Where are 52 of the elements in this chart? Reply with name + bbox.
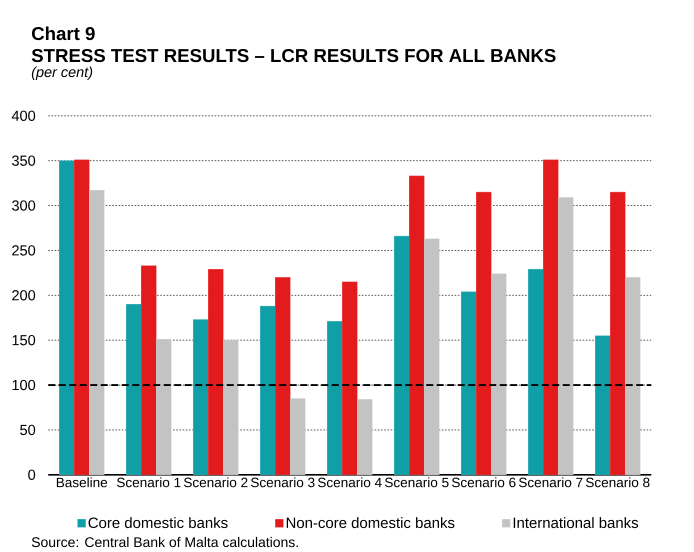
bar (275, 277, 290, 475)
bar (260, 306, 276, 475)
bar (625, 277, 640, 475)
bar (528, 269, 544, 475)
bar (59, 160, 74, 475)
bar (223, 340, 238, 475)
y-tick-label: 300 (12, 200, 36, 211)
legend-label: Non-core domestic banks (286, 517, 454, 528)
bar (558, 197, 574, 475)
bar (394, 236, 410, 475)
x-tick-label: Scenario 3 (250, 477, 315, 488)
x-tick-label: Scenario 1 (116, 477, 180, 488)
x-tick-label: Scenario 2 (184, 477, 248, 488)
x-tick-label: Scenario 4 (318, 477, 382, 488)
y-tick-label: 350 (12, 156, 36, 166)
y-tick-label: 250 (12, 245, 36, 256)
bar (126, 304, 142, 475)
bar (491, 274, 506, 475)
x-tick-label: Scenario 6 (452, 477, 516, 488)
x-tick-label: Baseline (56, 477, 108, 488)
y-tick-label: 400 (12, 110, 36, 121)
source-note: Source: Central Bank of Malta calculations. (32, 536, 298, 548)
y-tick-label: 100 (12, 380, 36, 390)
x-tick-label: Scenario 7 (518, 477, 582, 488)
bar (424, 238, 440, 475)
y-tick-label: 200 (12, 290, 36, 300)
chart-subtitle: STRESS TEST RESULTS – LCR RESULTS FOR ALL BANKS (32, 48, 556, 62)
bar (327, 321, 342, 475)
bar (595, 335, 610, 475)
bar (141, 265, 156, 475)
bar (476, 192, 492, 475)
bar (208, 269, 224, 475)
y-axis-title: (per cent) (32, 66, 92, 80)
y-tick-label: 150 (12, 335, 36, 346)
bar (89, 190, 104, 475)
x-tick-label: Scenario 8 (586, 477, 650, 488)
y-tick-label: 50 (20, 424, 36, 436)
chart-title: Chart 9 (32, 26, 95, 40)
legend-label: International banks (514, 517, 638, 528)
bar (193, 319, 208, 475)
y-tick-label: 0 (28, 470, 36, 480)
legend-label: Core domestic banks (88, 517, 228, 528)
x-tick-label: Scenario 5 (384, 477, 449, 488)
bar (461, 292, 476, 475)
bar (357, 399, 372, 475)
bar (610, 192, 626, 475)
bar (156, 339, 172, 475)
bar (543, 160, 558, 475)
bar (290, 398, 306, 475)
bar (74, 160, 90, 475)
bar (342, 282, 358, 475)
bar (409, 176, 424, 475)
